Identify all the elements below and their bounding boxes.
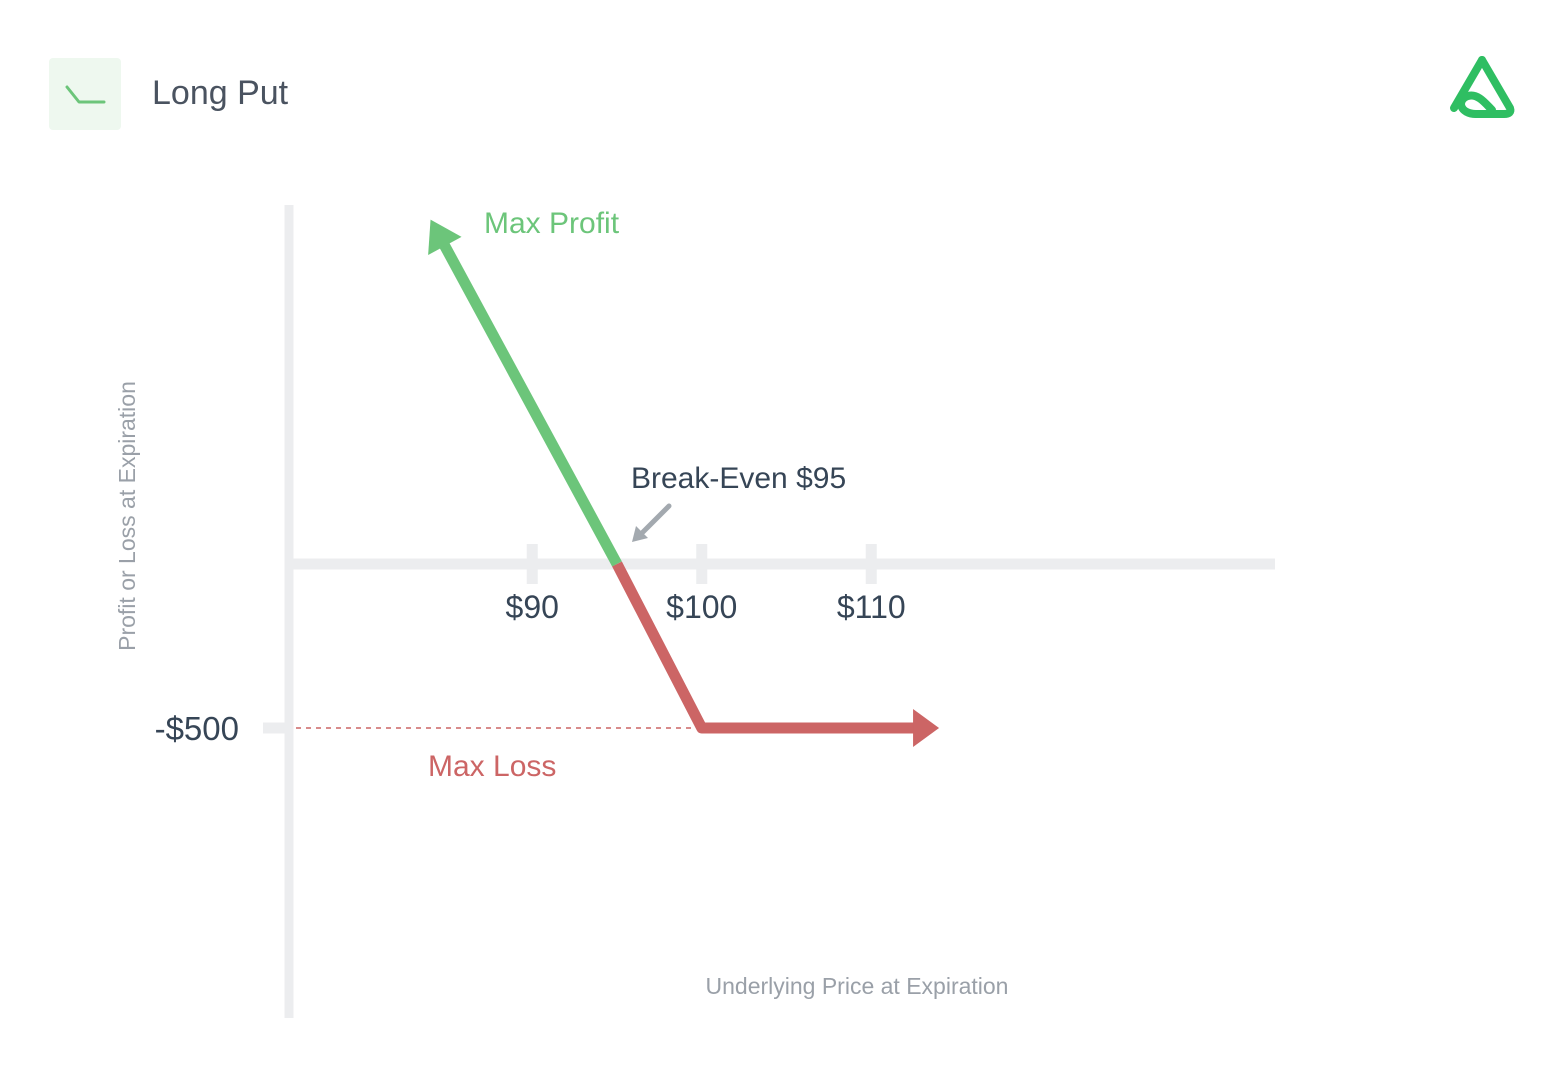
brand-logo-icon [1450, 56, 1515, 118]
long-put-payoff-icon [65, 85, 106, 104]
loss-arrowhead [913, 709, 940, 747]
y-axis-label: Profit or Loss at Expiration [114, 381, 140, 651]
max-profit-label: Max Profit [484, 207, 620, 240]
strategy-icon-box [49, 58, 121, 130]
x-tick-label: $110 [837, 589, 906, 625]
max-loss-label: Max Loss [428, 750, 556, 783]
x-ticks: $90 $100 $110 [506, 544, 906, 625]
x-axis-label: Underlying Price at Expiration [706, 973, 1009, 999]
page-title: Long Put [152, 74, 289, 112]
break-even-arrow [632, 503, 672, 542]
x-tick-label: $90 [506, 589, 559, 625]
x-tick-label: $100 [666, 589, 737, 625]
profit-arrowhead [428, 219, 462, 256]
break-even-label: Break-Even $95 [631, 462, 846, 495]
profit-series-line [439, 241, 622, 567]
loss-series-line [612, 561, 916, 734]
y-tick-label: -$500 [155, 710, 239, 747]
